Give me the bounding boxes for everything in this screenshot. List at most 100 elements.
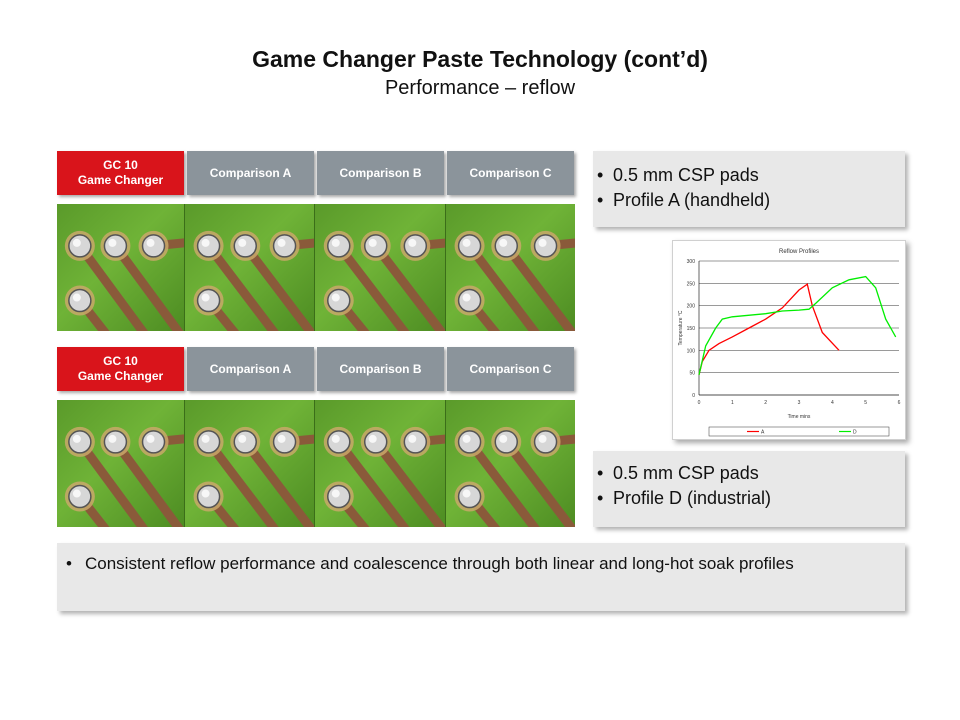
y-tick-label: 250 xyxy=(687,281,696,287)
solder-ball xyxy=(327,484,351,509)
pcb-trace xyxy=(111,439,184,527)
solder-highlight xyxy=(331,238,340,247)
solder-highlight xyxy=(108,434,117,443)
label-comparison-b-bottom: Comparison B xyxy=(317,347,444,391)
solder-highlight xyxy=(331,434,340,443)
pcb-trace xyxy=(502,243,575,331)
solder-ball xyxy=(533,430,558,454)
solder-highlight xyxy=(331,293,340,302)
pcb-trace xyxy=(111,243,184,331)
photo-comparison-b-profile-d xyxy=(314,400,446,527)
pcb-trace xyxy=(465,439,540,527)
solder-highlight xyxy=(368,238,377,247)
pcb-trace xyxy=(241,439,315,527)
legend-box xyxy=(708,426,890,437)
pcb-pads-graphic xyxy=(64,230,184,331)
solder-ball xyxy=(363,234,388,258)
solder-highlight xyxy=(277,434,286,443)
solder-ball xyxy=(494,234,519,258)
pcb-trace xyxy=(204,439,279,527)
label-comparison-a-top: Comparison A xyxy=(187,151,314,195)
label-comparison-b-top: Comparison B xyxy=(317,151,444,195)
y-tick-label: 300 xyxy=(687,259,696,265)
pcb-pads-graphic xyxy=(454,230,575,331)
label-line1: Comparison C xyxy=(469,361,552,376)
pcb-pads-graphic xyxy=(323,230,446,331)
pcb-trace xyxy=(241,243,315,331)
solder-highlight xyxy=(368,434,377,443)
info-item: 0.5 mm CSP pads xyxy=(593,461,905,486)
summary-text: Consistent reflow performance and coales… xyxy=(57,551,895,576)
photo-comparison-c-profile-a xyxy=(445,204,575,331)
x-tick-label: 0 xyxy=(698,400,701,406)
solder-ball xyxy=(196,288,221,313)
y-axis-label: Temperature °C xyxy=(678,310,684,345)
solder-highlight xyxy=(146,434,155,443)
label-gc10-top: GC 10 Game Changer xyxy=(57,151,184,195)
photo-comparison-a-profile-d xyxy=(184,400,315,527)
solder-highlight xyxy=(238,238,247,247)
solder-ball xyxy=(457,234,482,258)
x-tick-label: 1 xyxy=(731,400,734,406)
solder-highlight xyxy=(108,238,117,247)
x-tick-label: 4 xyxy=(831,400,834,406)
solder-ball xyxy=(103,234,128,258)
solder-ball xyxy=(272,234,297,258)
solder-highlight xyxy=(462,293,471,302)
page-title: Game Changer Paste Technology (cont’d) xyxy=(252,46,708,72)
y-tick-label: 0 xyxy=(692,393,695,399)
column-labels-top: GC 10 Game Changer Comparison A Compariso… xyxy=(57,151,577,195)
solder-highlight xyxy=(238,434,247,443)
solder-highlight xyxy=(201,434,210,443)
pcb-trace xyxy=(204,243,279,331)
x-tick-label: 2 xyxy=(764,400,767,406)
solder-ball xyxy=(141,234,166,258)
solder-highlight xyxy=(146,238,155,247)
pcb-pads-graphic xyxy=(323,426,446,527)
photo-comparison-c-profile-d xyxy=(445,400,575,527)
photo-strip-profile-a xyxy=(57,204,575,331)
solder-ball xyxy=(327,234,351,258)
y-tick-label: 100 xyxy=(687,348,696,354)
pcb-trace xyxy=(76,439,148,527)
solder-ball xyxy=(103,430,128,454)
pcb-trace xyxy=(335,243,410,331)
solder-highlight xyxy=(72,238,81,247)
solder-ball xyxy=(68,484,92,509)
solder-highlight xyxy=(331,489,340,498)
series-line-d xyxy=(698,275,897,376)
solder-ball xyxy=(403,430,428,454)
pcb-pads-graphic xyxy=(193,230,315,331)
solder-highlight xyxy=(277,238,286,247)
pcb-trace xyxy=(372,439,446,527)
solder-highlight xyxy=(499,238,508,247)
y-tick-label: 150 xyxy=(687,326,696,332)
chart-svg: Reflow Profiles 0 50 100 150 200 250 300 0 1 2 3 4 5 6… xyxy=(678,249,901,437)
solder-highlight xyxy=(201,293,210,302)
chart-title: Reflow Profiles xyxy=(779,249,819,255)
x-tick-label: 3 xyxy=(798,400,801,406)
label-line1: Comparison B xyxy=(339,165,422,180)
solder-highlight xyxy=(462,434,471,443)
solder-ball xyxy=(494,430,519,454)
info-item: Profile D (industrial) xyxy=(593,486,905,511)
solder-ball xyxy=(196,430,221,454)
info-item: Profile A (handheld) xyxy=(593,188,905,213)
solder-highlight xyxy=(538,238,547,247)
solder-ball xyxy=(327,288,351,313)
solder-ball xyxy=(68,288,92,313)
label-line1: Comparison A xyxy=(209,165,292,180)
solder-ball xyxy=(68,234,92,258)
pcb-trace xyxy=(335,439,410,527)
info-item: 0.5 mm CSP pads xyxy=(593,163,905,188)
info-box-profile-a: 0.5 mm CSP pads Profile A (handheld) xyxy=(593,151,905,227)
pcb-trace xyxy=(372,243,446,331)
solder-highlight xyxy=(72,489,81,498)
solder-highlight xyxy=(201,238,210,247)
reflow-profile-chart: Reflow Profiles 0 50 100 150 200 250 300 0 1 2 3 4 5 6… xyxy=(672,240,906,440)
info-box-profile-d: 0.5 mm CSP pads Profile D (industrial) xyxy=(593,451,905,527)
label-comparison-c-bottom: Comparison C xyxy=(447,347,574,391)
solder-ball xyxy=(141,430,166,454)
legend-label: A xyxy=(761,430,765,436)
summary-box: Consistent reflow performance and coales… xyxy=(57,543,905,611)
